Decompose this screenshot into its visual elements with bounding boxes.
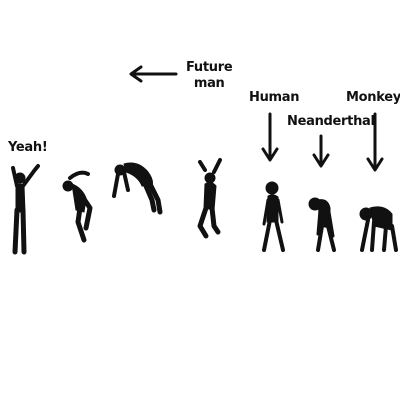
future-label-line2: man [193, 76, 225, 91]
neanderthal-figure [308, 197, 336, 252]
future-man-label: Future man [186, 60, 233, 92]
monkey-arrow [366, 112, 384, 172]
monkey-figure [359, 206, 398, 252]
human-figure [262, 181, 285, 252]
yeah-label: Yeah! [8, 140, 48, 155]
neanderthal-arrow [312, 134, 330, 168]
flipping-figure [112, 162, 163, 215]
future-label-line1: Future [186, 60, 233, 75]
jumping-figure [197, 158, 222, 239]
human-arrow [261, 112, 279, 162]
neanderthal-label: Neanderthal [287, 114, 375, 129]
leaping-figure [62, 170, 93, 243]
monkey-label: Monkey [346, 90, 400, 105]
future-arrow [129, 65, 178, 83]
celebrating-figure [11, 164, 40, 255]
human-label: Human [249, 90, 300, 105]
